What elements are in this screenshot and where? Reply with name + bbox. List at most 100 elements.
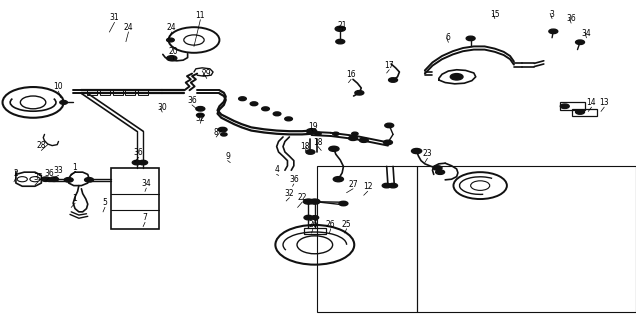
Circle shape bbox=[139, 160, 148, 165]
Circle shape bbox=[238, 97, 246, 100]
Bar bbox=[417, 166, 636, 312]
Text: 17: 17 bbox=[384, 61, 394, 70]
Text: 18: 18 bbox=[301, 142, 310, 151]
Text: 12: 12 bbox=[363, 182, 372, 191]
Circle shape bbox=[303, 199, 314, 204]
Bar bbox=[100, 89, 110, 95]
Text: 32: 32 bbox=[195, 114, 205, 123]
Circle shape bbox=[85, 178, 93, 182]
Circle shape bbox=[355, 91, 364, 95]
Bar bbox=[138, 89, 148, 95]
Text: 2: 2 bbox=[13, 169, 18, 178]
Text: 31: 31 bbox=[109, 13, 120, 22]
Text: 27: 27 bbox=[348, 180, 358, 189]
Text: 25: 25 bbox=[342, 220, 352, 229]
Bar bbox=[572, 109, 597, 116]
Text: 21: 21 bbox=[338, 21, 347, 30]
Bar bbox=[304, 228, 326, 234]
Circle shape bbox=[307, 129, 317, 134]
Text: 1: 1 bbox=[73, 163, 78, 172]
Circle shape bbox=[273, 112, 281, 116]
Text: 26: 26 bbox=[326, 220, 336, 229]
Text: 32: 32 bbox=[284, 189, 294, 198]
Circle shape bbox=[262, 107, 269, 111]
Circle shape bbox=[339, 201, 348, 206]
Text: 3: 3 bbox=[550, 10, 555, 19]
Circle shape bbox=[197, 113, 204, 117]
Circle shape bbox=[389, 78, 398, 82]
Circle shape bbox=[549, 29, 558, 34]
Circle shape bbox=[384, 140, 392, 145]
Bar bbox=[113, 89, 123, 95]
Circle shape bbox=[436, 170, 445, 174]
Circle shape bbox=[576, 110, 584, 114]
Text: 36: 36 bbox=[187, 96, 197, 105]
Circle shape bbox=[450, 74, 463, 80]
Text: 15: 15 bbox=[490, 10, 500, 19]
Text: 9: 9 bbox=[225, 152, 230, 161]
Text: 35: 35 bbox=[33, 173, 43, 182]
Text: 36: 36 bbox=[134, 148, 144, 157]
Circle shape bbox=[310, 199, 320, 204]
Circle shape bbox=[306, 150, 315, 154]
Circle shape bbox=[329, 146, 339, 151]
Text: 7: 7 bbox=[142, 213, 148, 222]
Bar bbox=[87, 89, 97, 95]
Bar bbox=[125, 89, 135, 95]
Circle shape bbox=[64, 178, 73, 182]
Circle shape bbox=[196, 107, 205, 111]
Circle shape bbox=[352, 132, 358, 135]
Circle shape bbox=[315, 132, 321, 135]
Circle shape bbox=[50, 177, 59, 181]
Text: 13: 13 bbox=[599, 98, 609, 107]
Text: 36: 36 bbox=[289, 175, 299, 184]
Circle shape bbox=[167, 56, 177, 61]
Circle shape bbox=[333, 132, 339, 135]
Text: 36: 36 bbox=[566, 14, 576, 23]
Circle shape bbox=[466, 36, 475, 41]
Circle shape bbox=[41, 177, 50, 181]
Text: 8: 8 bbox=[214, 128, 219, 137]
Bar bbox=[560, 102, 585, 110]
Text: 6: 6 bbox=[446, 33, 451, 42]
Circle shape bbox=[336, 39, 345, 44]
Circle shape bbox=[389, 183, 398, 188]
Text: 33: 33 bbox=[53, 166, 64, 175]
Text: 34: 34 bbox=[581, 29, 591, 38]
Text: 10: 10 bbox=[53, 82, 64, 91]
Circle shape bbox=[433, 166, 442, 170]
Circle shape bbox=[304, 215, 313, 220]
Text: 22: 22 bbox=[298, 193, 307, 202]
Circle shape bbox=[132, 160, 141, 165]
Circle shape bbox=[411, 148, 422, 154]
Text: 16: 16 bbox=[346, 70, 356, 79]
Text: 20: 20 bbox=[168, 47, 178, 56]
Circle shape bbox=[576, 40, 584, 44]
Text: 28: 28 bbox=[37, 141, 46, 150]
Text: 1: 1 bbox=[73, 194, 78, 203]
Text: 5: 5 bbox=[102, 198, 107, 207]
Bar bbox=[317, 166, 417, 312]
Circle shape bbox=[221, 133, 227, 136]
Circle shape bbox=[311, 216, 319, 220]
Circle shape bbox=[60, 100, 67, 104]
Circle shape bbox=[250, 102, 258, 106]
Circle shape bbox=[560, 104, 569, 108]
Text: 14: 14 bbox=[586, 98, 597, 107]
Circle shape bbox=[218, 127, 227, 132]
Text: 26: 26 bbox=[308, 220, 318, 229]
Circle shape bbox=[333, 177, 343, 182]
Circle shape bbox=[335, 26, 345, 31]
Text: 30: 30 bbox=[157, 103, 167, 112]
Circle shape bbox=[382, 183, 391, 188]
Text: 24: 24 bbox=[167, 23, 177, 32]
Text: 34: 34 bbox=[141, 179, 151, 188]
Text: 11: 11 bbox=[196, 11, 205, 20]
Circle shape bbox=[167, 38, 174, 42]
Text: 19: 19 bbox=[308, 122, 318, 131]
Text: 29: 29 bbox=[202, 69, 212, 78]
Text: 23: 23 bbox=[422, 149, 432, 158]
Text: 36: 36 bbox=[45, 169, 55, 178]
Circle shape bbox=[285, 117, 293, 121]
Text: 18: 18 bbox=[314, 138, 322, 147]
